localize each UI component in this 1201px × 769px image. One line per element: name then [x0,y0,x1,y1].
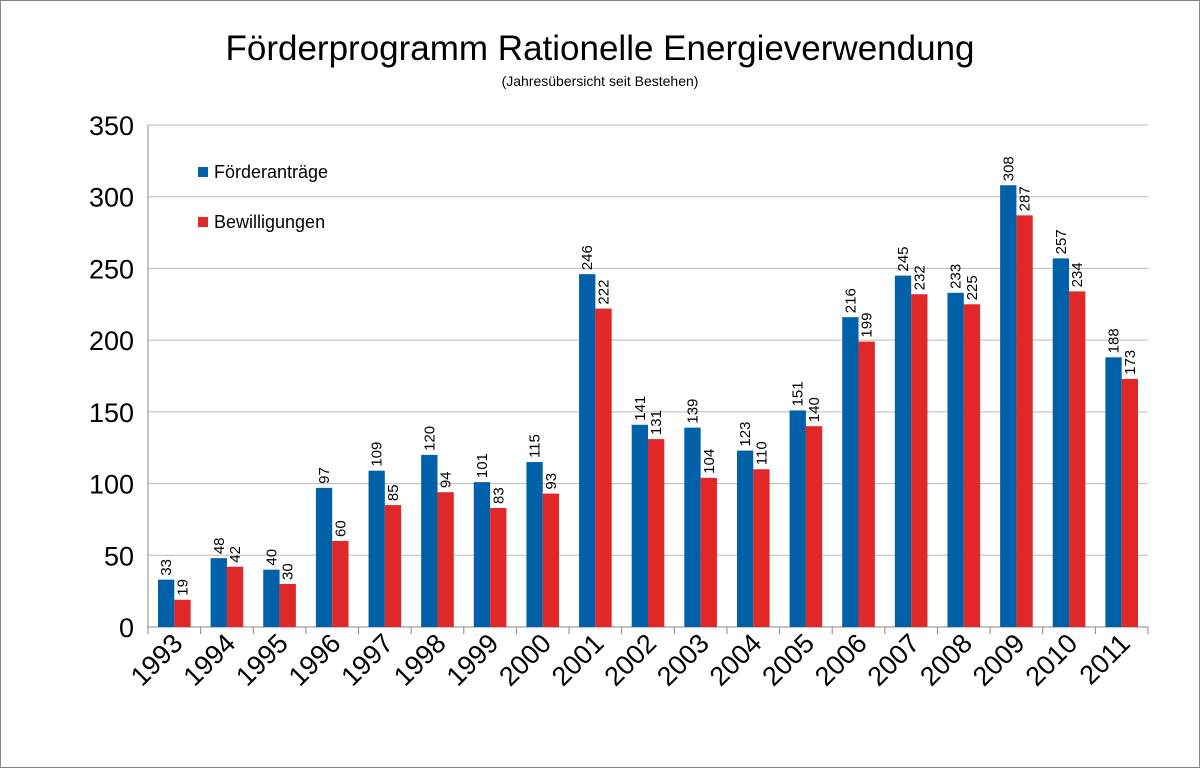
bar [263,569,280,627]
data-label: 101 [474,453,491,478]
bar [158,579,175,627]
data-label: 225 [964,275,981,300]
bar [963,304,981,627]
y-tick-label: 100 [89,470,134,500]
data-label: 83 [490,487,507,504]
bar [1000,185,1017,628]
data-label: 232 [911,265,928,290]
data-label: 109 [369,442,386,467]
y-tick-label: 0 [119,613,134,643]
bar [805,426,823,627]
y-tick-label: 150 [89,398,134,428]
data-label: 33 [158,559,175,576]
y-tick-label: 50 [104,541,134,571]
bar [753,469,770,627]
bar [595,308,612,627]
bar [421,454,438,627]
bar [332,540,349,627]
data-label: 140 [806,397,823,422]
data-label: 60 [332,520,349,537]
data-label: 139 [684,399,701,424]
chart-title: Förderprogramm Rationelle Energieverwend… [226,29,975,68]
legend-label: Bewilligungen [214,212,325,232]
bar [842,317,859,627]
data-label: 42 [227,546,244,563]
bar [1016,215,1033,628]
bar [631,424,648,627]
data-label: 245 [895,247,912,272]
bar [579,274,596,627]
legend-swatch [198,217,208,227]
data-label: 104 [701,449,718,474]
bar [789,410,806,627]
bar [473,482,491,627]
bar [1121,378,1138,627]
bar [315,487,333,627]
bar [437,492,454,627]
y-tick-label: 350 [89,111,134,141]
data-label: 131 [648,410,665,435]
data-label: 308 [1000,156,1017,181]
bar [174,599,191,627]
data-label: 19 [174,579,191,596]
bar [911,294,928,627]
data-label: 123 [737,422,754,447]
bar [384,505,402,627]
chart-subtitle: (Jahresübersicht seit Bestehen) [502,73,699,89]
data-label: 216 [842,288,859,313]
data-label: 234 [1069,262,1086,287]
bar [210,558,227,627]
bar [526,462,543,627]
legend-swatch [198,167,208,177]
bar [542,493,560,627]
y-tick-label: 250 [89,254,134,284]
data-label: 30 [280,563,297,580]
data-label: 93 [543,473,560,490]
data-label: 115 [527,434,544,458]
data-label: 85 [385,484,402,501]
bar [648,439,665,627]
data-label: 188 [1106,328,1123,353]
bar [858,341,875,627]
data-label: 199 [859,313,876,338]
bar [1052,258,1070,627]
data-label: 151 [790,381,807,406]
bar [1105,357,1122,627]
bar [947,292,964,627]
bar [736,450,754,627]
y-tick-label: 200 [89,326,134,356]
data-label: 120 [421,426,438,451]
legend-label: Förderanträge [214,162,328,182]
y-tick-label: 300 [89,183,134,213]
data-label: 110 [753,441,770,465]
data-label: 48 [211,537,228,554]
data-label: 257 [1053,229,1070,254]
bar [684,427,701,627]
bar [1069,291,1086,627]
bar [279,583,296,627]
bar [368,470,385,627]
bar [490,507,507,627]
bar [700,477,717,627]
bar [226,566,244,627]
data-label: 141 [632,396,649,421]
data-label: 233 [948,264,965,289]
data-label: 94 [438,471,455,488]
data-label: 173 [1122,350,1139,375]
bar [894,275,912,627]
data-label: 40 [263,549,280,566]
data-label: 222 [596,280,613,305]
data-label: 97 [316,467,333,484]
data-label: 246 [579,245,596,270]
data-label: 287 [1017,186,1034,211]
